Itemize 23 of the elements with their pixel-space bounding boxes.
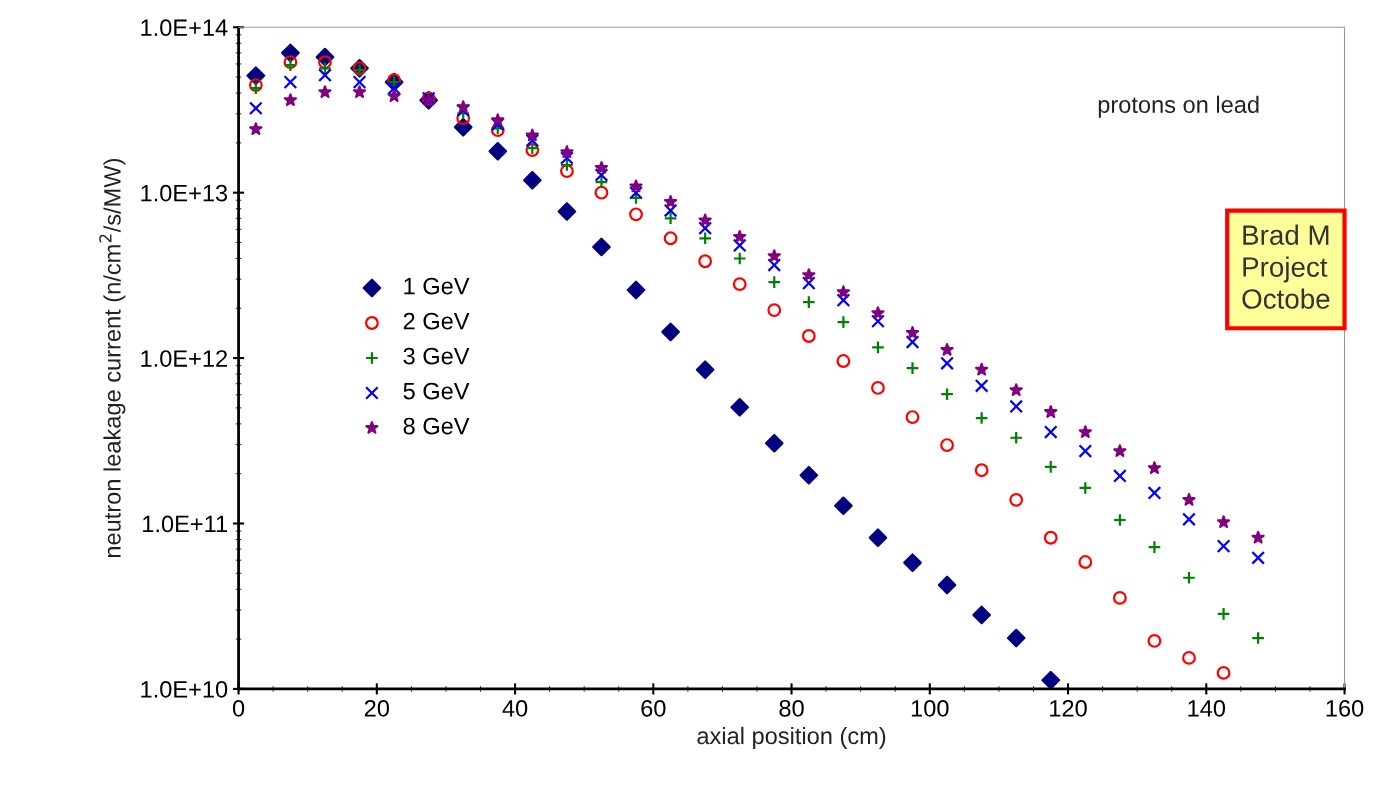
- annotation: Brad M Project Octobe: [1242, 224, 1330, 309]
- annotation: protons on lead: [1098, 95, 1259, 118]
- x-tick-label: 0: [232, 699, 245, 717]
- x-tick-label: 140: [1188, 699, 1226, 717]
- y-tick-label: 1.0E+13: [141, 184, 228, 202]
- x-tick-label: 80: [779, 699, 804, 717]
- legend-label: 3 GeV: [403, 347, 470, 365]
- x-axis-title: axial position (cm): [697, 726, 886, 749]
- legend-label: 2 GeV: [403, 312, 470, 330]
- x-tick-label: 40: [502, 699, 528, 717]
- legend-label: 5 GeV: [403, 382, 470, 400]
- legend-label: 1 GeV: [404, 277, 470, 295]
- y-tick-label: 1.0E+10: [141, 680, 228, 698]
- legend-label: 8 GeV: [403, 417, 470, 435]
- x-tick-label: 100: [911, 699, 949, 717]
- x-tick-label: 20: [364, 699, 390, 717]
- x-tick-label: 60: [641, 699, 666, 717]
- x-tick-label: 120: [1050, 699, 1087, 717]
- y-axis-title: neutron leakage current (n/cm$^{2}$/s/MW): [99, 159, 126, 558]
- y-tick-label: 1.0E+14: [141, 19, 228, 37]
- y-tick-label: 1.0E+12: [141, 350, 227, 367]
- y-tick-label: 1.0E+11: [143, 515, 227, 533]
- x-tick-label: 160: [1326, 699, 1364, 717]
